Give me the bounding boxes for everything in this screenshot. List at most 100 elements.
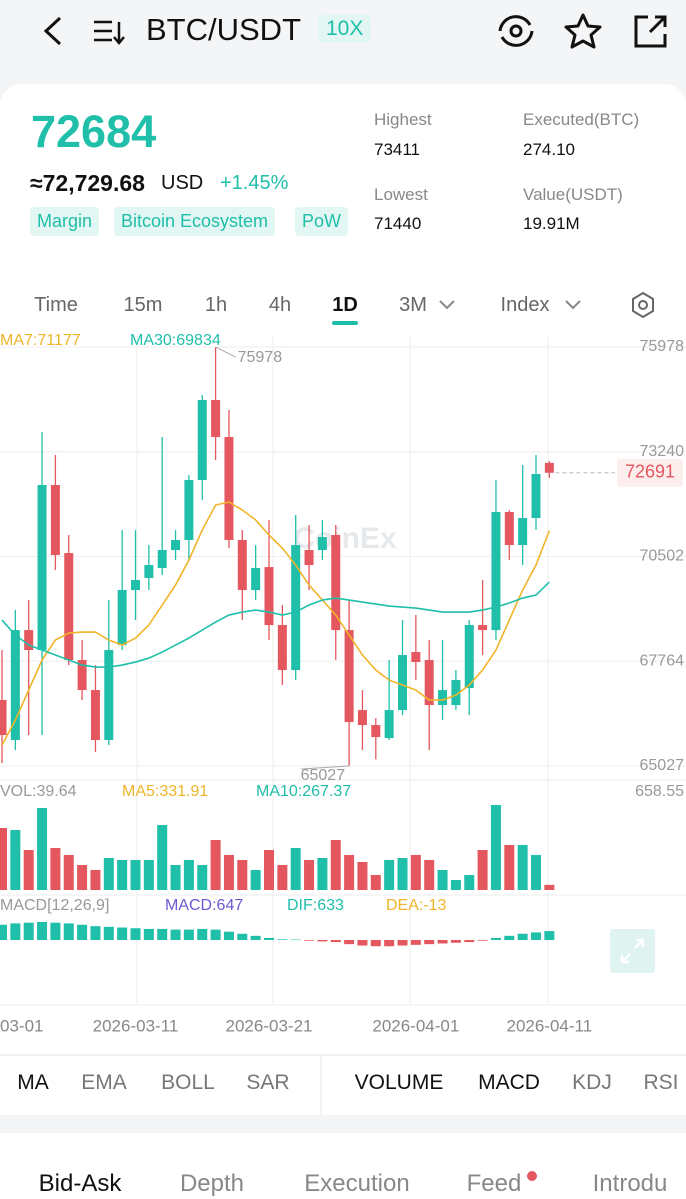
bottom-tab[interactable]: Execution: [304, 1170, 410, 1197]
expand-button[interactable]: [610, 929, 655, 973]
share-icon[interactable]: [634, 15, 667, 48]
macd-bar: [317, 940, 328, 942]
macd-bar: [103, 926, 114, 940]
indicator-tab[interactable]: EMA: [81, 1071, 127, 1094]
volume-bar: [277, 864, 288, 890]
candle-body: [104, 650, 114, 741]
volume-bar: [397, 857, 408, 890]
macd-bar: [223, 931, 234, 940]
menu-icon[interactable]: [94, 20, 125, 45]
candle-body: [117, 590, 127, 646]
timeframe-tab[interactable]: 1D: [332, 294, 358, 316]
volume-bar: [250, 869, 261, 890]
watermark: CoinEx: [293, 522, 397, 555]
volume-bar: [424, 859, 435, 890]
macd-bar: [370, 940, 381, 947]
candle-body: [451, 680, 461, 706]
macd-bar: [250, 935, 261, 940]
candle-body: [211, 400, 221, 438]
vol-label: MA5:331.91: [122, 783, 208, 800]
bottom-tab[interactable]: Depth: [179, 1170, 245, 1197]
macd-bar: [143, 928, 154, 940]
candle-body: [144, 565, 154, 579]
macd-bar: [264, 937, 274, 940]
candle-body: [77, 660, 87, 691]
indicator-tab[interactable]: BOLL: [161, 1071, 215, 1094]
volume-bar: [490, 805, 501, 890]
indicator-tab[interactable]: MA: [17, 1071, 49, 1094]
candle-body: [384, 710, 394, 739]
tag[interactable]: Margin: [30, 207, 100, 236]
timeframe-tab[interactable]: Time: [34, 294, 78, 316]
volume-bar: [63, 854, 74, 890]
macd-bar: [210, 929, 221, 940]
macd-bar: [10, 923, 21, 940]
macd-bar: [504, 935, 515, 940]
bottom-tab[interactable]: Bid-Ask: [38, 1170, 122, 1197]
ma-line: [1, 581, 550, 668]
expand-icon: [620, 938, 645, 964]
settings-icon[interactable]: [632, 291, 654, 319]
favorite-icon[interactable]: [564, 13, 602, 49]
candle-body: [224, 437, 234, 541]
timeframe-tab[interactable]: 4h: [268, 294, 292, 316]
volume-bar: [544, 884, 555, 890]
indicator-tab[interactable]: MACD: [478, 1071, 540, 1094]
volume-bar: [0, 827, 7, 890]
y-tick-label: 65027: [640, 757, 685, 774]
timeframe-tab[interactable]: 1h: [204, 294, 228, 316]
stat-value: 274.10: [523, 140, 575, 159]
macd-bar: [384, 940, 395, 947]
last-price-label: 72691: [625, 462, 675, 482]
bottom-tab[interactable]: Feed: [466, 1170, 522, 1197]
indicator-tab[interactable]: RSI: [643, 1071, 679, 1094]
timeframe-tab[interactable]: Index: [500, 294, 550, 316]
volume-bar: [130, 859, 141, 890]
macd-bar: [277, 939, 288, 940]
indicator-icon[interactable]: [498, 15, 534, 47]
bottom-tab[interactable]: Introdu: [592, 1170, 668, 1197]
indicator-tab[interactable]: SAR: [246, 1071, 290, 1094]
ma-line: [1, 501, 551, 746]
candle-body: [504, 512, 514, 546]
macd-bar: [344, 940, 355, 945]
dropdown-icon[interactable]: [439, 300, 455, 310]
macd-bar: [304, 940, 315, 941]
timeframe-tab[interactable]: 3M: [399, 294, 427, 316]
indicator-tab[interactable]: KDJ: [572, 1071, 612, 1094]
high-pointer: [215, 346, 236, 358]
plot-area: CoinEx 75978 73240 70502 67764 65027 MA7:71177…: [0, 332, 686, 1035]
tag[interactable]: Bitcoin Ecosystem: [114, 207, 276, 236]
candle-body: [424, 660, 434, 706]
volume-bar: [237, 859, 248, 890]
candle-body: [184, 480, 194, 541]
macd-bar: [90, 926, 101, 940]
leverage-badge: 10X: [318, 15, 372, 43]
volume-bar: [464, 874, 475, 890]
candle-body: [411, 652, 421, 663]
low-pointer: [301, 765, 350, 770]
volume-bar: [531, 854, 541, 890]
macd-label: DEA:-13: [386, 897, 447, 914]
indicator-tab[interactable]: VOLUME: [354, 1071, 444, 1094]
candle-body: [531, 474, 541, 519]
macd-bar: [290, 939, 301, 941]
volume-bar: [103, 857, 114, 890]
candle-body: [398, 655, 407, 711]
back-icon[interactable]: [43, 16, 62, 46]
volume-bar: [410, 854, 421, 890]
candle-body: [90, 690, 100, 741]
candle-body: [277, 625, 287, 671]
candle-body: [37, 485, 47, 651]
dropdown-icon[interactable]: [565, 300, 581, 310]
volume-bar: [143, 859, 154, 890]
timeframe-tab[interactable]: 15m: [123, 294, 163, 316]
macd-bar: [77, 924, 88, 940]
macd-bar: [450, 940, 461, 943]
macd-bar: [477, 940, 488, 941]
tag[interactable]: PoW: [295, 207, 349, 236]
volume-bar: [504, 844, 515, 890]
candle-body: [344, 630, 354, 723]
macd-bar: [170, 929, 181, 940]
